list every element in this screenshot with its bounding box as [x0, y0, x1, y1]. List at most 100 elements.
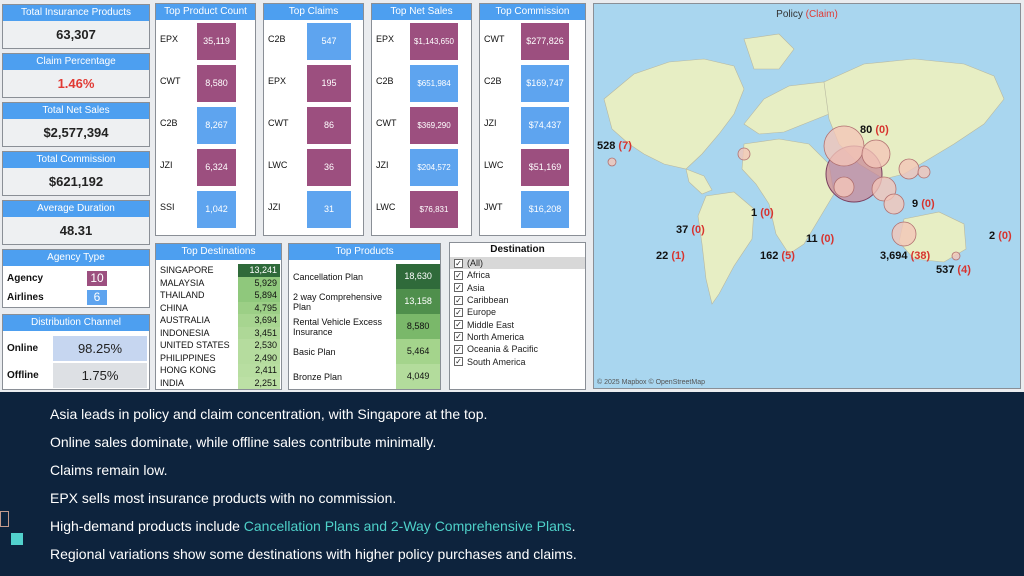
filter-option-north-america[interactable]: ✓ North America: [450, 331, 585, 343]
bar-row[interactable]: JZI $74,437: [480, 104, 585, 146]
filter-option-caribbean[interactable]: ✓ Caribbean: [450, 294, 585, 306]
bar-row[interactable]: CWT $277,826: [480, 20, 585, 62]
agency-row[interactable]: Agency 10: [3, 269, 149, 288]
destination-value: 5,894: [238, 289, 280, 302]
filter-option-middle-east[interactable]: ✓ Middle East: [450, 318, 585, 330]
bar-row[interactable]: CWT 8,580: [156, 62, 255, 104]
checkbox-icon[interactable]: ✓: [454, 283, 463, 293]
checkbox-icon[interactable]: ✓: [454, 307, 463, 317]
map-label: 37 (0): [676, 224, 705, 236]
checkbox-icon[interactable]: ✓: [454, 357, 463, 367]
filter-option-asia[interactable]: ✓ Asia: [450, 282, 585, 294]
option-label: North America: [467, 331, 525, 342]
policy-map[interactable]: Policy (Claim): [593, 3, 1021, 389]
bar-value: 195: [307, 65, 351, 102]
bar-value: $369,290: [410, 107, 458, 144]
filter-option-all[interactable]: ✓ (All): [450, 257, 585, 270]
bar-row[interactable]: LWC 36: [264, 146, 363, 188]
insight-item: Online sales dominate, while offline sal…: [50, 434, 437, 450]
checkbox-icon[interactable]: ✓: [454, 332, 463, 342]
map-label: 22 (1): [656, 250, 685, 262]
destination-value: 2,411: [238, 364, 280, 377]
bar-row[interactable]: EPX 35,119: [156, 20, 255, 62]
checkbox-icon[interactable]: ✓: [454, 320, 463, 330]
bar-row[interactable]: C2B 8,267: [156, 104, 255, 146]
bar-row[interactable]: C2B $651,984: [372, 62, 471, 104]
checkbox-icon[interactable]: ✓: [454, 295, 463, 305]
filter-option-africa[interactable]: ✓ Africa: [450, 269, 585, 281]
destination-row[interactable]: INDONESIA 3,451: [156, 326, 281, 339]
top-commission-panel: Top Commission CWT $277,826 C2B $169,747 J…: [479, 3, 586, 236]
bar-label: JZI: [484, 118, 497, 128]
bubble-japan[interactable]: [898, 158, 920, 180]
product-row[interactable]: Basic Plan 5,464: [289, 339, 440, 364]
map-attribution[interactable]: © 2025 Mapbox © OpenStreetMap: [597, 379, 705, 386]
bar-row[interactable]: JZI 6,324: [156, 146, 255, 188]
bar-row[interactable]: JWT $16,208: [480, 188, 585, 230]
offline-row[interactable]: Offline 1.75%: [3, 362, 149, 389]
bar-row[interactable]: C2B $169,747: [480, 62, 585, 104]
insight-item: Regional variations show some destinatio…: [50, 546, 577, 562]
destination-name: INDIA: [160, 377, 185, 388]
map-label: 3,694 (38): [880, 250, 931, 262]
kpi-average-duration: Average Duration 48.31: [2, 200, 150, 245]
product-row[interactable]: Bronze Plan 4,049: [289, 364, 440, 389]
option-label: Middle East: [467, 319, 515, 330]
filter-option-oceania[interactable]: ✓ Oceania & Pacific: [450, 343, 585, 355]
product-row[interactable]: Rental Vehicle Excess Insurance 8,580: [289, 314, 440, 339]
checkbox-icon[interactable]: ✓: [454, 258, 463, 268]
bar-row[interactable]: LWC $51,169: [480, 146, 585, 188]
bar-value: $16,208: [521, 191, 569, 228]
bubble-hong-kong[interactable]: [861, 139, 891, 169]
bubble-korea[interactable]: [917, 165, 931, 179]
bar-label: C2B: [376, 76, 394, 86]
map-label: 1 (0): [751, 207, 774, 219]
top-claims-panel: Top Claims C2B 547 EPX 195 CWT 86 LWC 36 JZI…: [263, 3, 364, 236]
decorative-outline-square: [0, 511, 9, 527]
kpi-value: 63,307: [3, 21, 149, 48]
bubble-new-zealand[interactable]: [951, 251, 961, 261]
bar-row[interactable]: JZI $204,572: [372, 146, 471, 188]
insights-list: Asia leads in policy and claim concentra…: [50, 400, 1010, 568]
bar-row[interactable]: CWT 86: [264, 104, 363, 146]
bar-row[interactable]: JZI 31: [264, 188, 363, 230]
checkbox-icon[interactable]: ✓: [454, 270, 463, 280]
bubble-china[interactable]: [823, 125, 865, 167]
destination-row[interactable]: CHINA 4,795: [156, 301, 281, 314]
bubble-australia[interactable]: [891, 221, 917, 247]
product-row[interactable]: 2 way Comprehensive Plan 13,158: [289, 289, 440, 314]
destination-row[interactable]: INDIA 2,251: [156, 376, 281, 389]
destination-row[interactable]: MALAYSIA 5,929: [156, 276, 281, 289]
option-label: Caribbean: [467, 295, 509, 306]
destination-row[interactable]: PHILIPPINES 2,490: [156, 351, 281, 364]
bubble-europe[interactable]: [737, 147, 751, 161]
destination-row[interactable]: HONG KONG 2,411: [156, 364, 281, 377]
bar-row[interactable]: EPX 195: [264, 62, 363, 104]
insight-item: Asia leads in policy and claim concentra…: [50, 406, 488, 422]
panel-title: Distribution Channel: [3, 315, 149, 331]
bar-label: LWC: [268, 160, 288, 170]
checkbox-icon[interactable]: ✓: [454, 344, 463, 354]
destination-name: INDONESIA: [160, 327, 210, 338]
destination-row[interactable]: SINGAPORE 13,241: [156, 264, 281, 277]
filter-option-europe[interactable]: ✓ Europe: [450, 306, 585, 318]
product-row[interactable]: Cancellation Plan 18,630: [289, 264, 440, 289]
filter-option-south-america[interactable]: ✓ South America: [450, 355, 585, 367]
destination-row[interactable]: AUSTRALIA 3,694: [156, 314, 281, 327]
destination-value: 2,490: [238, 351, 280, 364]
destination-row[interactable]: THAILAND 5,894: [156, 289, 281, 302]
airlines-row[interactable]: Airlines 6: [3, 288, 149, 307]
bubble-thailand[interactable]: [833, 176, 855, 198]
bar-row[interactable]: LWC $76,831: [372, 188, 471, 230]
bubble-indonesia[interactable]: [883, 193, 905, 215]
panel-title: Top Commission: [480, 4, 585, 20]
destination-value: 3,694: [238, 314, 280, 327]
bubble-usa[interactable]: [607, 157, 617, 167]
bar-row[interactable]: EPX $1,143,650: [372, 20, 471, 62]
north-america-shape: [603, 58, 745, 170]
bar-row[interactable]: CWT $369,290: [372, 104, 471, 146]
bar-row[interactable]: SSI 1,042: [156, 188, 255, 230]
bar-row[interactable]: C2B 547: [264, 20, 363, 62]
destination-row[interactable]: UNITED STATES 2,530: [156, 339, 281, 352]
online-row[interactable]: Online 98.25%: [3, 335, 149, 362]
